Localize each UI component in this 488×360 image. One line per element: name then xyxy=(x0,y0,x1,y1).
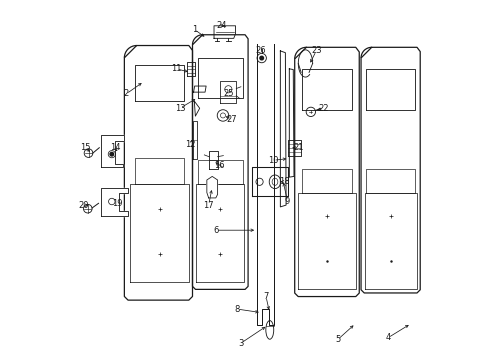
Text: 27: 27 xyxy=(226,114,237,123)
Text: 21: 21 xyxy=(292,143,303,152)
Text: 16: 16 xyxy=(214,161,224,170)
Text: 2: 2 xyxy=(123,89,128,98)
Text: 15: 15 xyxy=(80,143,90,152)
Polygon shape xyxy=(194,101,199,116)
Text: 8: 8 xyxy=(234,305,240,314)
Text: 9: 9 xyxy=(285,197,289,206)
Text: 7: 7 xyxy=(263,292,268,301)
Text: 25: 25 xyxy=(223,89,233,98)
Text: 18: 18 xyxy=(278,177,289,186)
Text: 1: 1 xyxy=(191,25,197,34)
Text: 19: 19 xyxy=(112,199,122,208)
Text: 4: 4 xyxy=(385,333,390,342)
Text: 26: 26 xyxy=(255,46,265,55)
Text: 10: 10 xyxy=(267,156,278,165)
Text: 23: 23 xyxy=(310,46,321,55)
Polygon shape xyxy=(101,135,124,167)
Text: 12: 12 xyxy=(185,140,196,149)
Circle shape xyxy=(260,56,263,60)
Text: 24: 24 xyxy=(216,21,226,30)
Text: 22: 22 xyxy=(318,104,328,113)
Text: 20: 20 xyxy=(79,201,89,210)
Circle shape xyxy=(110,152,113,156)
Polygon shape xyxy=(101,188,128,216)
Text: 5: 5 xyxy=(334,335,340,344)
Polygon shape xyxy=(206,176,217,198)
Text: 13: 13 xyxy=(174,104,185,113)
Text: 3: 3 xyxy=(238,339,243,348)
Text: 6: 6 xyxy=(213,226,218,235)
Text: 14: 14 xyxy=(110,143,121,152)
Text: 11: 11 xyxy=(171,64,181,73)
Text: 17: 17 xyxy=(203,201,214,210)
